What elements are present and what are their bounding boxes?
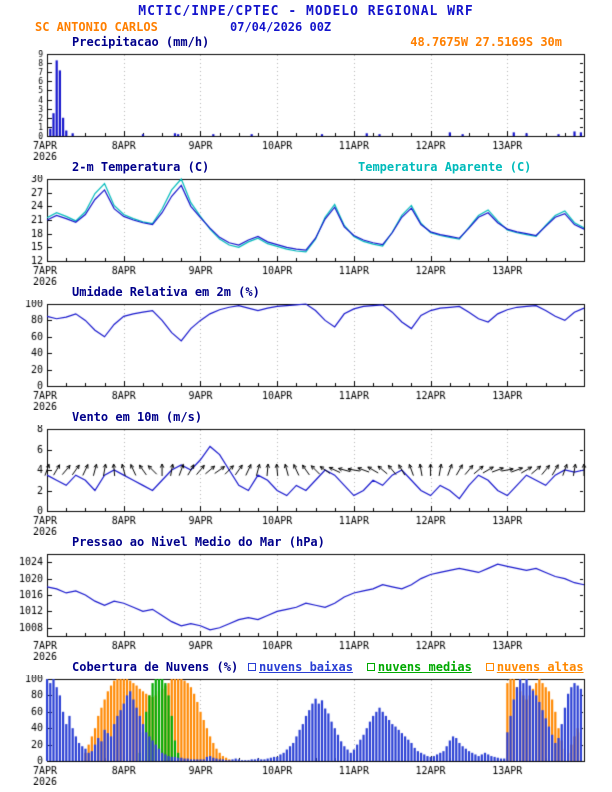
apparent-temp-label: Temperatura Aparente (C) xyxy=(358,160,532,174)
wind-chart xyxy=(0,425,612,535)
precipitation-title-row: Precipitacao (mm/h) 48.7675W 27.5169S 30… xyxy=(0,35,612,50)
legend-nuvens-baixas: nuvens baixas xyxy=(248,660,353,674)
temperature-title: 2-m Temperatura (C) xyxy=(72,160,210,174)
clouds-chart xyxy=(0,675,612,785)
panel-wind: Vento em 10m (m/s) xyxy=(0,410,612,535)
panel-pressure: Pressao ao Nivel Medio do Mar (hPa) xyxy=(0,535,612,660)
pressure-chart xyxy=(0,550,612,660)
high-cloud-legend-box-icon xyxy=(485,663,494,671)
temperature-title-row: 2-m Temperatura (C) Temperatura Aparente… xyxy=(0,160,612,175)
cloud-legend: nuvens baixas nuvens medias nuvens altas xyxy=(248,660,584,674)
wind-title: Vento em 10m (m/s) xyxy=(72,410,203,424)
header: MCTIC/INPE/CPTEC - MODELO REGIONAL WRF S… xyxy=(0,0,612,35)
station-coordinates: 48.7675W 27.5169S 30m xyxy=(410,35,562,49)
pressure-title: Pressao ao Nivel Medio do Mar (hPa) xyxy=(72,535,325,549)
header-subline: SC ANTONIO CARLOS 07/04/2026 00Z xyxy=(0,20,612,35)
station-name: SC ANTONIO CARLOS xyxy=(35,20,158,34)
humidity-title-row: Umidade Relativa em 2m (%) xyxy=(0,285,612,300)
panel-clouds: Cobertura de Nuvens (%) nuvens baixas nu… xyxy=(0,660,612,785)
legend-nuvens-altas: nuvens altas xyxy=(485,660,584,674)
wind-title-row: Vento em 10m (m/s) xyxy=(0,410,612,425)
low-cloud-legend-box-icon xyxy=(248,663,256,671)
legend-nuvens-medias: nuvens medias xyxy=(366,660,472,674)
temperature-chart xyxy=(0,175,612,285)
pressure-title-row: Pressao ao Nivel Medio do Mar (hPa) xyxy=(0,535,612,550)
panel-temperature: 2-m Temperatura (C) Temperatura Aparente… xyxy=(0,160,612,285)
run-datetime: 07/04/2026 00Z xyxy=(230,20,332,34)
humidity-chart xyxy=(0,300,612,410)
precipitation-title: Precipitacao (mm/h) xyxy=(72,35,210,49)
humidity-title: Umidade Relativa em 2m (%) xyxy=(72,285,260,299)
precipitation-chart xyxy=(0,50,612,160)
clouds-title: Cobertura de Nuvens (%) xyxy=(72,660,239,674)
clouds-title-row: Cobertura de Nuvens (%) nuvens baixas nu… xyxy=(0,660,612,675)
panel-precipitation: Precipitacao (mm/h) 48.7675W 27.5169S 30… xyxy=(0,35,612,160)
model-title: MCTIC/INPE/CPTEC - MODELO REGIONAL WRF xyxy=(138,4,474,19)
mid-cloud-legend-box-icon xyxy=(366,663,375,671)
panel-humidity: Umidade Relativa em 2m (%) xyxy=(0,285,612,410)
